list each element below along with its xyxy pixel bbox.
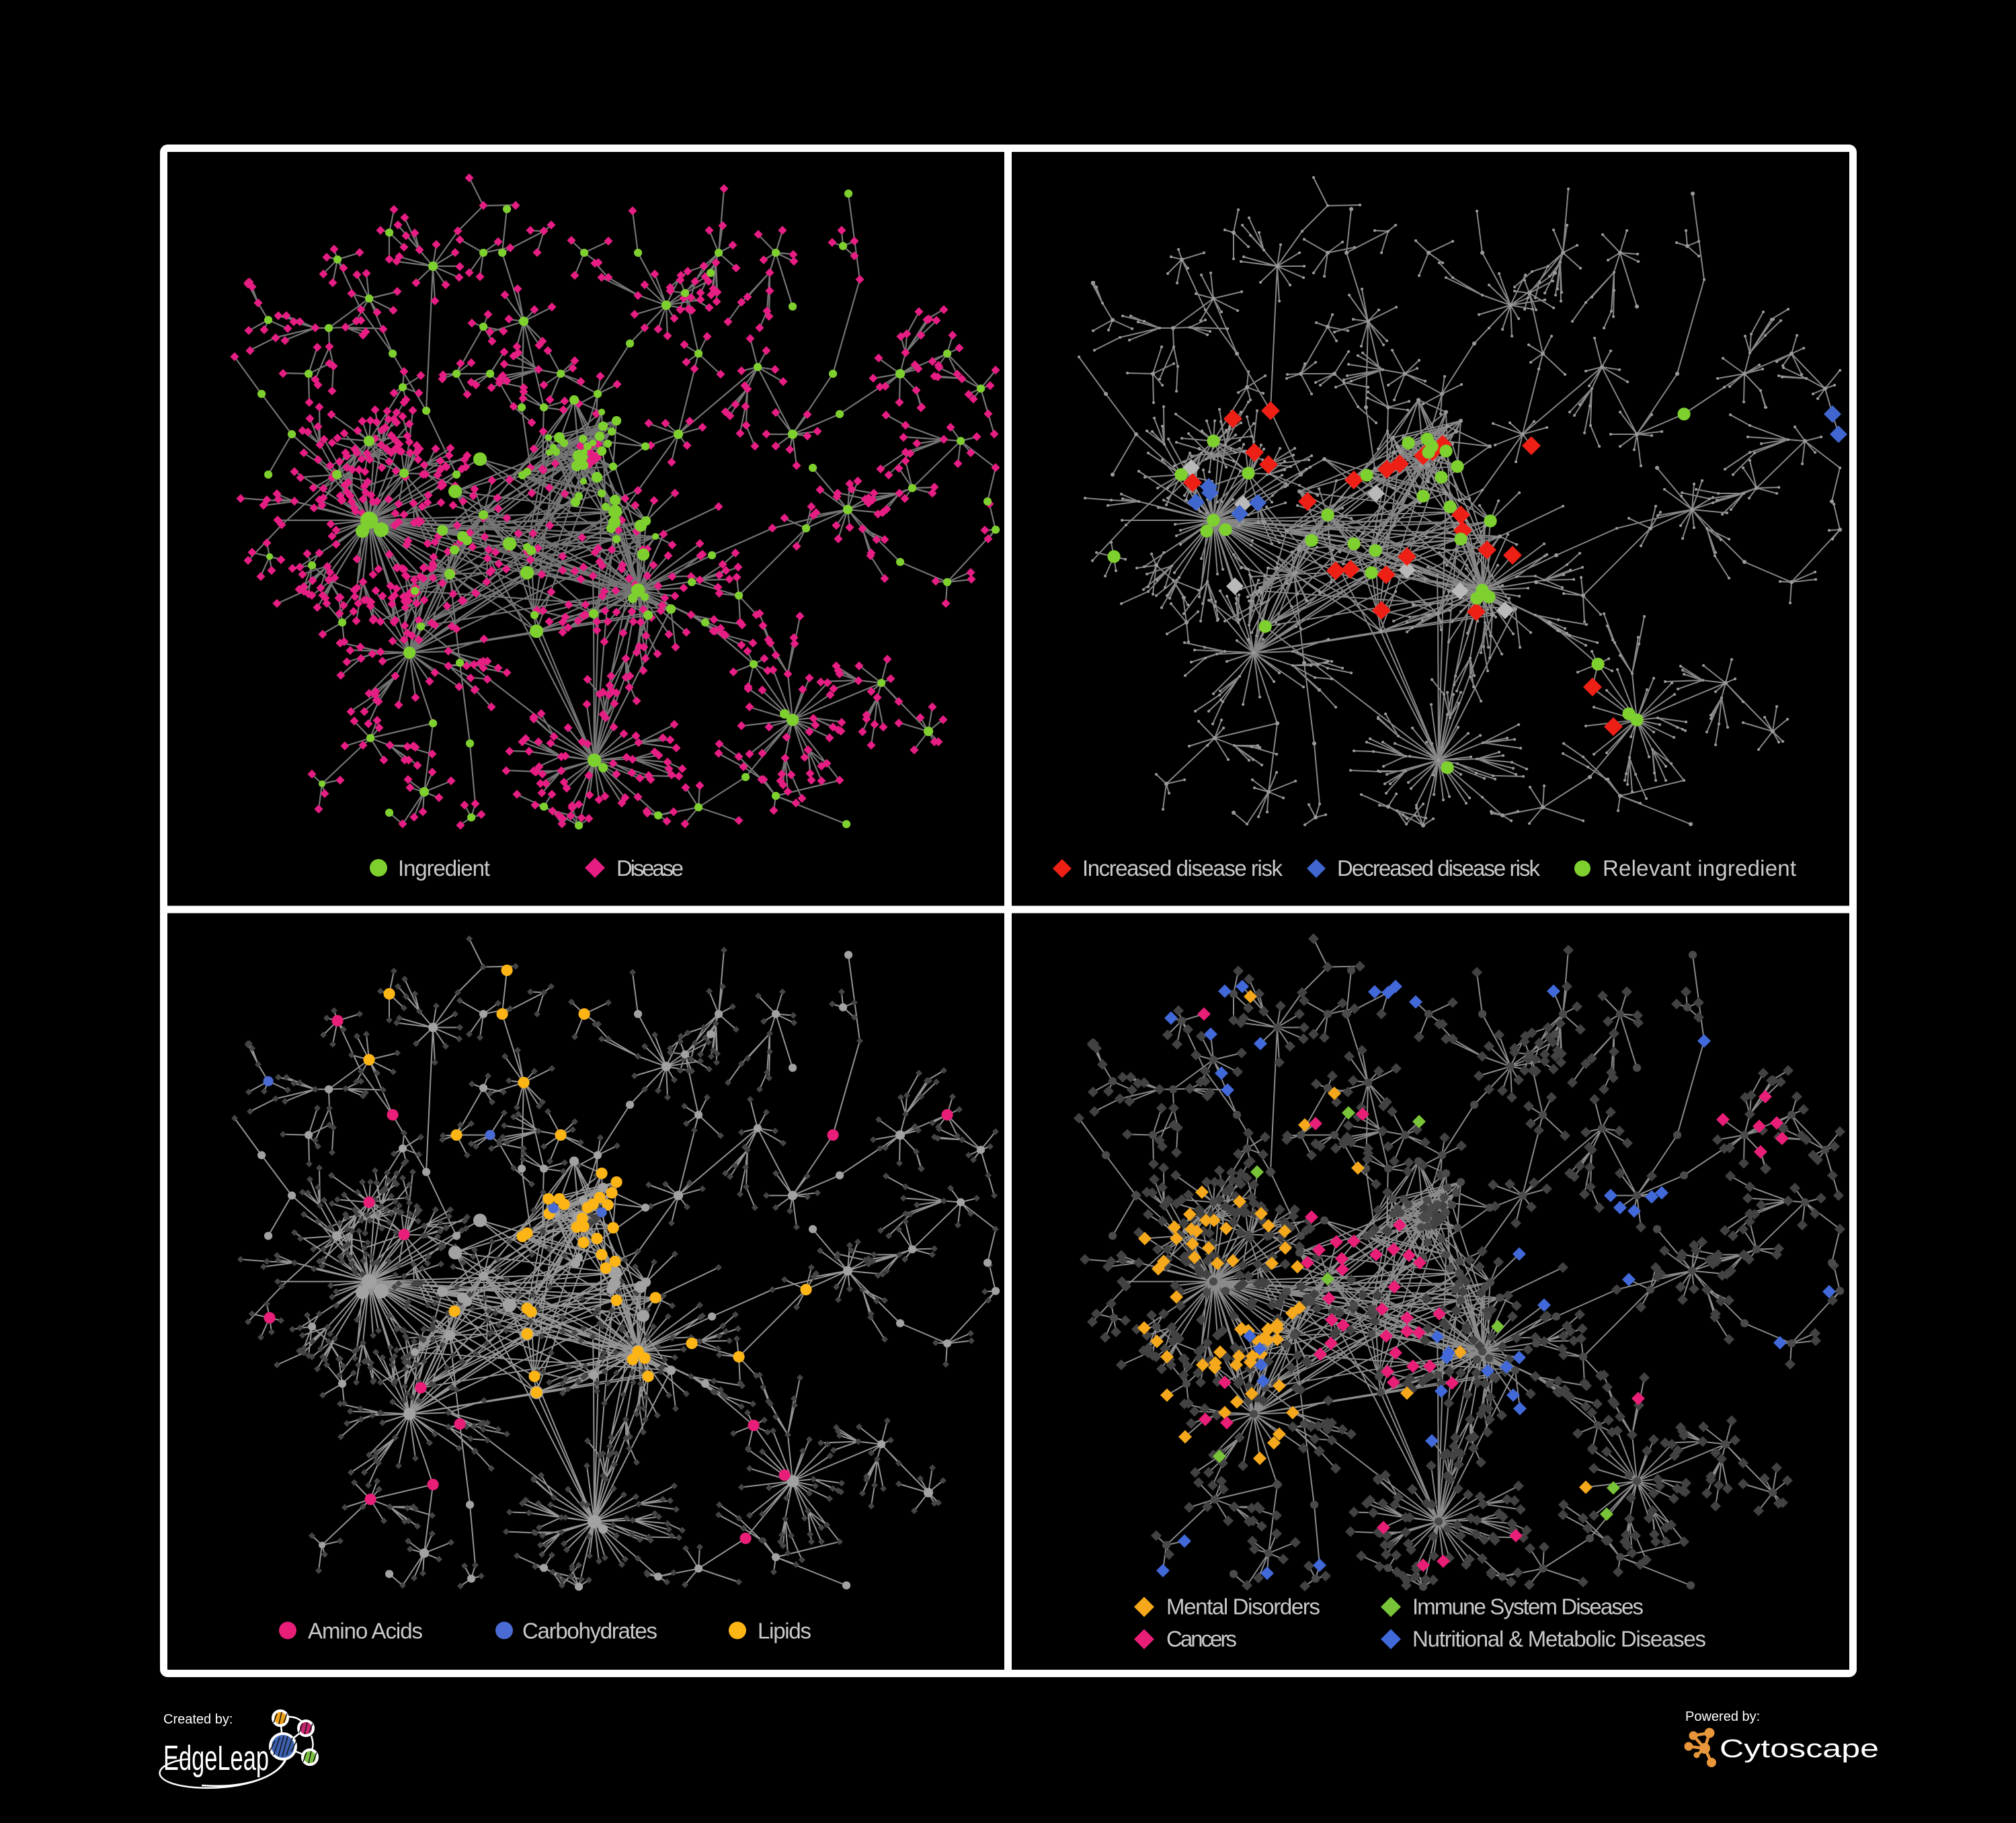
svg-text:Mental Disorders: Mental Disorders — [1166, 1594, 1320, 1619]
svg-text:Relevant ingredient: Relevant ingredient — [1603, 856, 1796, 881]
svg-text:Nutritional & Metabolic Diseas: Nutritional & Metabolic Diseases — [1412, 1627, 1706, 1652]
svg-text:Created by:: Created by: — [163, 1712, 233, 1727]
svg-text:Increased disease risk: Increased disease risk — [1082, 856, 1283, 881]
svg-text:Cytoscape: Cytoscape — [1720, 1735, 1879, 1763]
svg-text:Lipids: Lipids — [758, 1619, 811, 1644]
svg-text:EdgeLeap: EdgeLeap — [163, 1739, 269, 1778]
svg-text:Decreased disease risk: Decreased disease risk — [1337, 856, 1541, 881]
svg-text:Carbohydrates: Carbohydrates — [522, 1619, 657, 1644]
svg-text:Powered by:: Powered by: — [1685, 1709, 1760, 1724]
svg-text:Disease: Disease — [616, 856, 684, 881]
svg-text:Ingredient: Ingredient — [398, 856, 490, 881]
svg-text:Amino Acids: Amino Acids — [308, 1619, 423, 1644]
svg-text:Cancers: Cancers — [1166, 1627, 1237, 1652]
svg-text:Immune System Diseases: Immune System Diseases — [1412, 1594, 1644, 1619]
